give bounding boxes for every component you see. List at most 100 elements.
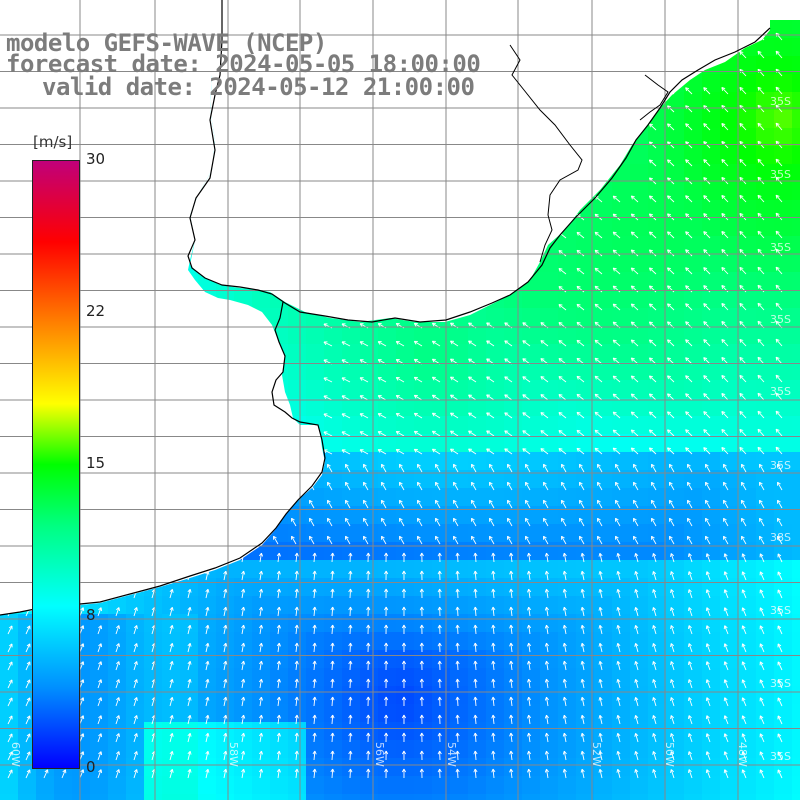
field-cell [414,380,433,399]
wind-arrow [115,733,120,743]
wind-arrow [576,411,585,419]
field-cell [486,326,505,345]
field-cell [162,632,181,651]
field-cell [198,578,217,597]
field-cell [738,614,757,633]
field-cell [270,632,289,651]
wind-arrow [169,751,174,761]
field-cell [360,740,379,759]
field-cell [558,776,577,795]
wind-arrow [79,607,85,617]
wind-arrow [630,393,639,401]
field-cell [486,614,505,633]
wind-arrow [580,660,585,671]
wind-arrow [759,499,765,509]
wind-arrow [527,570,532,581]
wind-arrow [739,338,747,347]
field-cell [450,380,469,399]
field-cell [414,650,433,669]
wind-arrow [741,769,747,779]
wind-arrow [616,588,621,599]
field-cell [180,740,199,759]
wind-arrow [205,642,210,653]
wind-arrow [723,517,729,527]
field-cell [432,452,451,471]
wind-arrow [522,412,531,419]
field-cell [504,578,523,597]
wind-arrow [775,230,783,239]
wind-arrow [97,697,103,707]
lat-label: 38S [770,531,791,544]
field-cell [684,578,703,597]
wind-arrow [630,375,639,383]
field-cell [648,416,667,435]
field-cell [684,452,703,471]
wind-arrow [775,446,783,455]
field-cell [288,398,307,417]
field-cell [216,776,235,795]
field-cell [666,524,685,543]
field-cell [774,686,793,705]
field-cell [360,668,379,687]
wind-arrow [598,678,603,689]
wind-arrow [384,624,389,635]
wind-arrow [759,661,765,671]
wind-arrow [576,429,585,437]
field-cell [468,452,487,471]
field-cell [612,794,631,800]
field-cell [540,704,559,723]
land-polygon [0,0,770,322]
wind-arrow [777,643,783,653]
wind-arrow [667,429,675,437]
field-cell [360,416,379,435]
wind-arrow [25,733,31,743]
wind-arrow [419,678,424,689]
field-cell [540,758,559,777]
wind-arrow [544,750,549,761]
colorbar-tick-22: 22 [86,302,106,320]
field-cell [342,776,361,795]
wind-arrow [741,589,747,599]
field-cell [90,704,109,723]
field-cell [612,416,631,435]
field-cell [792,362,800,381]
field-cell [252,596,271,615]
field-cell [486,740,505,759]
field-cell [702,668,721,687]
field-cell [558,506,577,525]
field-cell [486,758,505,777]
field-cell [432,794,451,800]
field-cell [180,758,199,777]
field-cell [594,686,613,705]
wind-arrow [775,248,783,257]
wind-arrow [687,589,693,599]
wind-arrow [79,661,85,671]
wind-arrow [450,394,459,401]
wind-arrow [341,395,351,401]
wind-arrow [419,624,424,635]
wind-arrow [455,768,460,779]
field-cell [792,596,800,615]
field-cell [90,722,109,741]
wind-arrow [667,123,675,131]
wind-arrow [437,678,442,689]
wind-arrow [721,123,729,131]
field-cell [666,578,685,597]
wind-arrow [757,86,765,95]
wind-arrow [687,751,693,761]
wind-arrow [775,392,783,401]
wind-arrow [612,447,621,455]
field-cell [432,542,451,561]
field-cell [558,398,577,417]
field-cell [288,740,307,759]
wind-arrow [558,375,567,383]
field-cell [108,758,127,777]
field-cell [234,686,253,705]
field-cell [72,794,91,800]
wind-arrow [759,733,765,743]
wind-arrow [667,195,675,203]
wind-arrow [705,463,711,473]
field-cell [234,668,253,687]
